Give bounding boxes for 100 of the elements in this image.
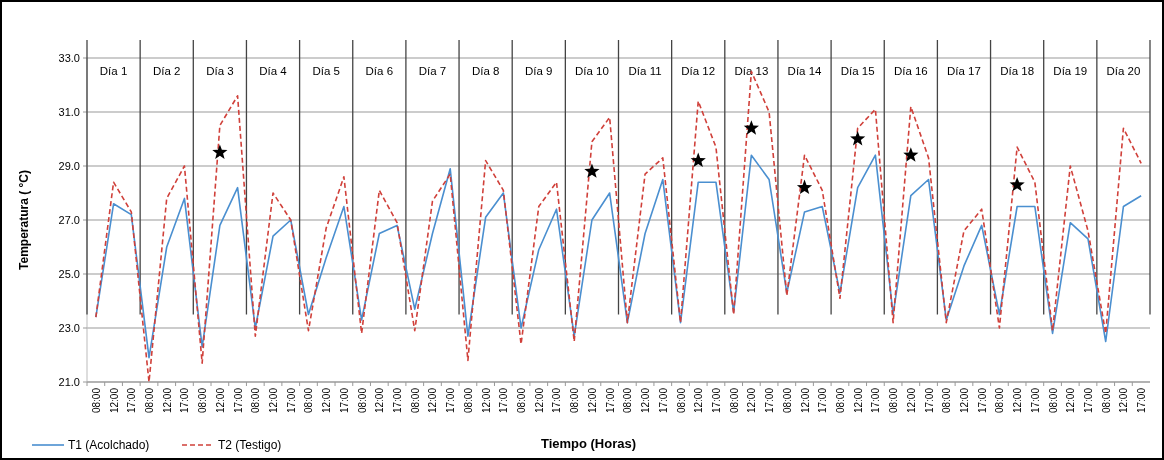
x-tick-label: 08:00 bbox=[303, 387, 315, 414]
point bbox=[584, 163, 600, 178]
x-tick-label: 08:00 bbox=[569, 387, 581, 414]
point bbox=[796, 179, 813, 195]
annotation: Día 20 bbox=[1106, 65, 1141, 77]
x-tick-label: 17:00 bbox=[551, 387, 563, 414]
x-tick-label: 17:00 bbox=[232, 387, 244, 414]
annotation: Día 13 bbox=[734, 65, 769, 77]
legend-label: T1 (Acolchado) bbox=[68, 438, 150, 453]
x-tick-label: 12:00 bbox=[905, 387, 917, 414]
annotation: Día 7 bbox=[418, 65, 447, 77]
x-tick-label: 17:00 bbox=[285, 387, 297, 414]
x-tick-label: 08:00 bbox=[1100, 387, 1112, 414]
x-tick-label: 12:00 bbox=[108, 387, 120, 414]
x-tick-label: 08:00 bbox=[409, 387, 421, 414]
x-tick-label: 17:00 bbox=[657, 387, 669, 414]
x-tick-label: 12:00 bbox=[746, 387, 758, 414]
x-tick-label: 12:00 bbox=[214, 387, 226, 414]
y-tick-label: 23.0 bbox=[58, 321, 80, 334]
x-tick-label: 17:00 bbox=[1029, 387, 1041, 414]
x-tick-label: 12:00 bbox=[321, 387, 333, 414]
x-tick-label: 17:00 bbox=[1082, 387, 1094, 414]
x-tick-label: 08:00 bbox=[462, 387, 474, 414]
line-series bbox=[95, 154, 1142, 359]
x-tick-label: 17:00 bbox=[445, 387, 457, 414]
x-tick-label: 17:00 bbox=[126, 387, 138, 414]
x-tick-label: 08:00 bbox=[888, 387, 900, 414]
x-tick-label: 17:00 bbox=[498, 387, 510, 414]
y-tick-label: 21.0 bbox=[58, 375, 80, 388]
annotation: Día 10 bbox=[574, 65, 609, 77]
x-tick-label: 12:00 bbox=[852, 387, 864, 414]
y-tick-label: 33.0 bbox=[58, 51, 80, 64]
annotation: Día 9 bbox=[525, 65, 553, 77]
x-tick-label: 12:00 bbox=[480, 387, 492, 414]
x-tick-label: 12:00 bbox=[958, 387, 970, 414]
x-tick-label: 08:00 bbox=[728, 387, 740, 414]
annotation: Día 1 bbox=[99, 65, 128, 77]
x-tick-label: 17:00 bbox=[338, 387, 350, 414]
annotation: Día 2 bbox=[152, 65, 181, 77]
x-tick-label: 12:00 bbox=[427, 387, 439, 414]
y-axis-title: Temperatura ( °C) bbox=[17, 170, 31, 270]
x-tick-label: 08:00 bbox=[1047, 387, 1059, 414]
x-tick-label: 08:00 bbox=[356, 387, 368, 414]
point bbox=[212, 144, 228, 159]
annotation: Día 14 bbox=[787, 65, 823, 77]
x-tick-label: 08:00 bbox=[90, 387, 102, 414]
x-tick-label: 17:00 bbox=[817, 387, 829, 414]
x-tick-label: 12:00 bbox=[533, 387, 545, 414]
point bbox=[903, 147, 919, 162]
x-tick-label: 08:00 bbox=[197, 387, 209, 414]
y-tick-label: 27.0 bbox=[58, 213, 80, 226]
point bbox=[743, 120, 759, 135]
annotation: Día 19 bbox=[1053, 65, 1088, 77]
annotation: Día 12 bbox=[681, 65, 716, 77]
x-tick-label: 12:00 bbox=[1065, 387, 1077, 414]
x-tick-label: 12:00 bbox=[374, 387, 386, 414]
x-tick-label: 12:00 bbox=[1118, 387, 1130, 414]
x-tick-label: 12:00 bbox=[268, 387, 280, 414]
x-tick-label: 17:00 bbox=[976, 387, 988, 414]
x-tick-label: 08:00 bbox=[516, 387, 528, 414]
x-tick-label: 12:00 bbox=[161, 387, 173, 414]
point bbox=[1009, 176, 1025, 192]
annotation: Día 11 bbox=[628, 65, 662, 77]
point bbox=[690, 152, 706, 168]
annotation: Día 4 bbox=[259, 65, 288, 77]
x-tick-label: 17:00 bbox=[710, 387, 722, 414]
legend-label: T2 (Testigo) bbox=[218, 438, 282, 453]
annotation: Día 18 bbox=[1000, 65, 1035, 77]
y-tick-label: 29.0 bbox=[58, 159, 80, 172]
x-tick-label: 08:00 bbox=[144, 387, 156, 414]
annotation: Día 3 bbox=[206, 65, 234, 77]
x-tick-label: 17:00 bbox=[392, 387, 404, 414]
x-tick-label: 17:00 bbox=[870, 387, 882, 414]
y-tick-label: 25.0 bbox=[58, 267, 80, 280]
x-tick-label: 08:00 bbox=[675, 387, 687, 414]
x-tick-label: 08:00 bbox=[834, 387, 846, 414]
x-tick-label: 17:00 bbox=[604, 387, 616, 414]
x-tick-label: 08:00 bbox=[622, 387, 634, 414]
x-tick-label: 08:00 bbox=[250, 387, 262, 414]
annotation: Día 6 bbox=[365, 65, 394, 77]
annotation: Día 8 bbox=[471, 65, 500, 77]
x-tick-label: 17:00 bbox=[764, 387, 776, 414]
x-tick-label: 12:00 bbox=[586, 387, 598, 414]
annotation: Día 5 bbox=[312, 65, 340, 77]
x-tick-label: 17:00 bbox=[923, 387, 935, 414]
annotation: Día 15 bbox=[840, 65, 875, 77]
annotation: Día 17 bbox=[947, 65, 981, 77]
x-tick-label: 08:00 bbox=[994, 387, 1006, 414]
y-tick-label: 31.0 bbox=[58, 105, 80, 118]
x-axis-title: Tiempo (Horas) bbox=[540, 436, 637, 451]
x-tick-label: 17:00 bbox=[1136, 387, 1148, 414]
x-tick-label: 08:00 bbox=[941, 387, 953, 414]
x-tick-label: 12:00 bbox=[1012, 387, 1024, 414]
x-tick-label: 12:00 bbox=[640, 387, 652, 414]
x-tick-label: 17:00 bbox=[179, 387, 191, 414]
point bbox=[850, 131, 866, 146]
x-tick-label: 12:00 bbox=[799, 387, 811, 414]
x-tick-label: 08:00 bbox=[781, 387, 793, 414]
annotation: Día 16 bbox=[893, 65, 928, 77]
x-tick-label: 12:00 bbox=[693, 387, 705, 414]
